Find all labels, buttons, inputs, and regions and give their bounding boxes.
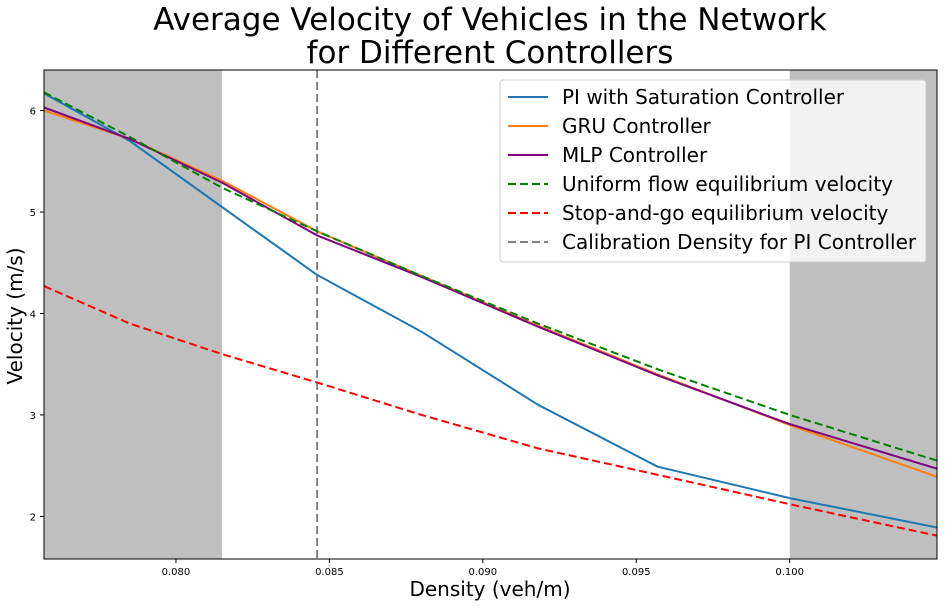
x-tick-label: 0.090 <box>469 567 498 578</box>
plot-area: 0.080 0.085 0.090 0.095 0.100 2 3 4 5 6 PI with Sa… <box>30 69 938 578</box>
x-tick-label: 0.095 <box>622 567 651 578</box>
x-axis-label: Density (veh/m) <box>409 577 570 601</box>
y-axis-label: Velocity (m/s) <box>3 247 27 384</box>
series-line-1 <box>44 92 937 529</box>
series-line-5 <box>44 285 937 537</box>
plot-frame <box>43 69 938 560</box>
chart-title-line-2: for Different Controllers <box>307 35 674 71</box>
x-tick-label: 0.080 <box>162 567 191 578</box>
legend-box <box>499 79 927 263</box>
chart-title-line-1: Average Velocity of Vehicles in the Netw… <box>153 2 827 38</box>
x-tick-label: 0.100 <box>775 567 804 578</box>
x-tick-label: 0.085 <box>315 567 344 578</box>
legend-label-2: GRU Controller <box>562 114 712 138</box>
y-tick-label: 6 <box>30 107 36 118</box>
legend-label-1: PI with Saturation Controller <box>562 85 845 109</box>
series-line-3 <box>44 106 937 470</box>
shaded-region-1 <box>44 70 222 559</box>
y-tick-label: 5 <box>30 208 36 219</box>
legend-label-4: Uniform flow equilibrium velocity <box>562 172 893 196</box>
series-line-4 <box>44 91 937 462</box>
y-tick-label: 2 <box>30 512 36 523</box>
legend-label-3: MLP Controller <box>562 143 708 167</box>
y-tick-label: 3 <box>30 411 36 422</box>
legend-label-6: Calibration Density for PI Controller <box>562 230 917 254</box>
legend-label-5: Stop-and-go equilibrium velocity <box>562 201 888 225</box>
legend: PI with Saturation Controller GRU Control… <box>499 79 927 263</box>
y-tick-label: 4 <box>30 309 36 320</box>
